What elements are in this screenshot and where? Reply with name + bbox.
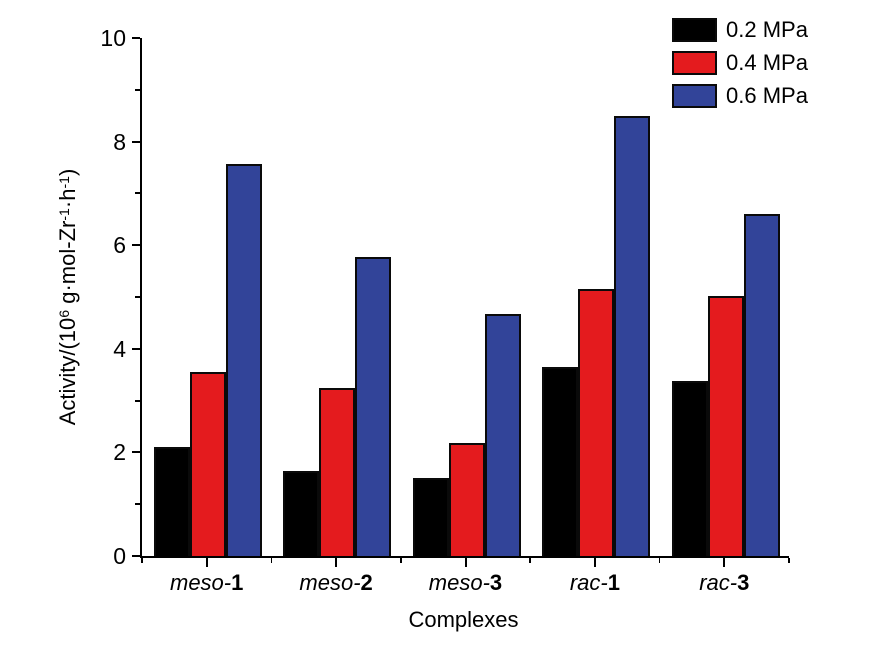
bar — [743, 214, 780, 556]
y-axis-major-tick — [132, 37, 140, 39]
bar — [319, 387, 356, 556]
y-axis-minor-tick — [135, 503, 140, 506]
bar — [671, 380, 708, 556]
legend-swatch — [672, 84, 717, 108]
legend-label: 0.4 MPa — [726, 50, 808, 75]
y-axis-tick-label: 6 — [113, 232, 126, 259]
y-axis-minor-tick — [135, 192, 140, 195]
bar — [542, 366, 579, 556]
y-axis-tick-label: 8 — [113, 128, 126, 155]
y-axis-major-tick — [132, 140, 140, 143]
x-axis-minor-tick — [141, 558, 143, 563]
legend-swatch — [672, 18, 717, 42]
y-axis-tick-label: 2 — [113, 439, 126, 466]
y-axis-minor-tick — [135, 296, 140, 298]
x-category-label: meso-3 — [428, 570, 503, 595]
legend-item: 0.2 MPa — [672, 17, 808, 43]
y-axis-minor-tick — [135, 88, 140, 91]
bar — [355, 256, 392, 556]
y-axis-major-tick — [132, 347, 140, 350]
legend-swatch — [672, 51, 717, 75]
bar — [283, 470, 320, 556]
bar — [614, 115, 651, 556]
x-category-label: meso-1 — [170, 570, 244, 595]
bar — [190, 372, 226, 556]
bar — [578, 289, 615, 556]
y-axis-tick-label: 4 — [113, 335, 126, 362]
bar — [154, 447, 190, 556]
x-axis-major-tick — [335, 558, 338, 567]
bar — [707, 295, 744, 556]
x-axis-minor-tick — [529, 558, 531, 563]
bar — [484, 313, 521, 556]
x-category-label: rac-1 — [569, 570, 620, 595]
bar — [226, 163, 262, 556]
legend-label: 0.2 MPa — [726, 17, 808, 42]
legend-item: 0.4 MPa — [672, 50, 808, 76]
x-axis-major-tick — [464, 558, 467, 567]
y-axis-major-tick — [132, 244, 140, 247]
x-axis-minor-tick — [400, 558, 402, 563]
y-axis-tick-label: 10 — [100, 25, 126, 51]
y-axis-major-tick — [132, 451, 140, 454]
legend-item: 0.6 MPa — [672, 83, 808, 109]
legend-label: 0.6 MPa — [726, 83, 808, 108]
bar — [448, 443, 485, 556]
x-axis-major-tick — [593, 558, 596, 567]
x-axis-major-tick — [205, 558, 208, 567]
x-axis-major-tick — [723, 558, 726, 567]
legend: 0.2 MPa 0.4 MPa 0.6 MPa — [672, 17, 808, 116]
bar — [412, 478, 449, 556]
y-axis-minor-tick — [135, 399, 140, 402]
y-axis-title: Activity/(106 g·mol-Zr-1·h-1) — [55, 168, 80, 426]
plot-area: 0 2 4 6 8 10 meso-1 meso-2 meso-3 rac-1 rac-3 — [100, 25, 790, 595]
y-axis-major-tick — [132, 555, 140, 557]
x-axis-minor-tick — [270, 558, 273, 563]
x-category-label: rac-3 — [699, 570, 750, 595]
x-axis-minor-tick — [658, 558, 661, 563]
x-category-label: meso-2 — [299, 570, 373, 595]
y-axis-tick-label: 0 — [113, 543, 126, 569]
x-axis-minor-tick — [788, 558, 790, 563]
x-axis-title: Complexes — [408, 607, 519, 632]
